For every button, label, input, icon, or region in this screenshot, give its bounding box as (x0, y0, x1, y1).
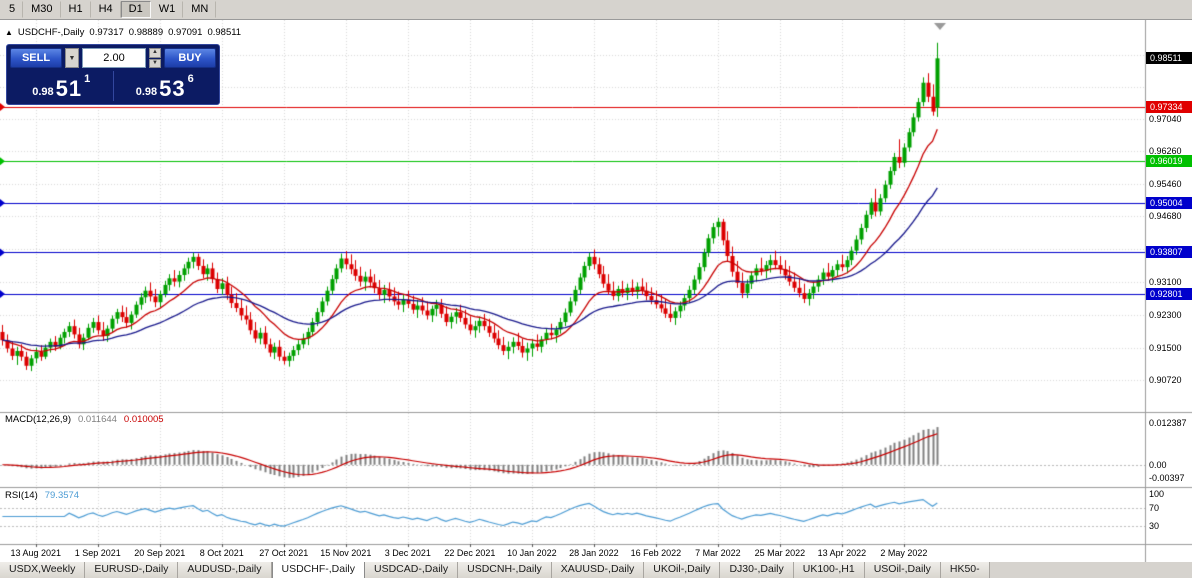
chart-tab[interactable]: USDCHF-,Daily (271, 562, 366, 578)
chart-tab[interactable]: USDX,Weekly (0, 562, 86, 578)
date-label: 28 Jan 2022 (569, 548, 619, 558)
price-axis-label: 0.90720 (1149, 374, 1182, 385)
volume-stepper: ▲ ▼ (149, 48, 161, 68)
timeframe-toolbar: 5 M30 H1 H4 D1 W1 MN (0, 0, 1192, 20)
bid-price[interactable]: 0.98 51 1 (10, 71, 113, 101)
macd-signal-value: 0.010005 (123, 414, 164, 425)
ask-price-point: 6 (187, 73, 194, 85)
rsi-axis-label: 70 (1149, 502, 1160, 513)
period-button-m30[interactable]: M30 (23, 1, 61, 18)
date-label: 27 Oct 2021 (259, 548, 309, 558)
ask-price-pips: 53 (159, 76, 186, 101)
chevron-down-icon: ▼ (68, 54, 76, 62)
bid-price-pips: 51 (55, 76, 83, 101)
price-axis[interactable]: 0.97040 0.96260 0.95460 0.94680 0.93100 0.923… (1146, 20, 1192, 562)
volume-dropdown-button[interactable]: ▼ (65, 48, 79, 68)
ask-price-prefix: 0.98 (135, 86, 158, 98)
date-label: 13 Aug 2021 (10, 548, 62, 558)
date-label: 25 Mar 2022 (754, 548, 806, 558)
volume-decrease-button[interactable]: ▼ (149, 58, 161, 68)
volume-input[interactable] (82, 48, 146, 68)
sell-button[interactable]: SELL (10, 48, 62, 68)
period-button-h1[interactable]: H1 (61, 1, 91, 18)
chart-tab[interactable]: UK100-,H1 (793, 562, 865, 578)
date-label: 10 Jan 2022 (507, 548, 557, 558)
one-click-trading-panel: SELL ▼ ▲ ▼ BUY 0.98 51 1 0.98 53 (6, 44, 220, 105)
date-label: 3 Dec 2021 (384, 548, 431, 558)
chart-tab[interactable]: DJ30-,Daily (720, 562, 794, 578)
one-click-toggle-icon[interactable]: ▲ (5, 28, 13, 37)
price-axis-label: 0.92300 (1149, 309, 1182, 320)
price-axis-label: 0.97040 (1149, 114, 1182, 125)
bid-price-prefix: 0.98 (32, 86, 54, 98)
chart-tab[interactable]: UKOil-,Daily (644, 562, 721, 578)
rsi-axis-label: 30 (1149, 520, 1160, 531)
date-label: 7 Mar 2022 (695, 548, 741, 558)
price-level-badge: 0.97334 (1146, 100, 1192, 113)
volume-increase-button[interactable]: ▲ (149, 48, 161, 58)
date-label: 13 Apr 2022 (817, 548, 867, 558)
chart-tab[interactable]: EURUSD-,Daily (85, 562, 179, 578)
buy-button[interactable]: BUY (164, 48, 216, 68)
date-label: 2 May 2022 (880, 548, 928, 558)
macd-axis-label: 0.012387 (1149, 417, 1187, 428)
macd-indicator-title: MACD(12,26,9) 0.011644 0.010005 (5, 414, 164, 425)
rsi-title-label: RSI(14) (5, 490, 38, 501)
ohlc-low: 0.97091 (168, 27, 203, 38)
price-level-badge: 0.96019 (1146, 155, 1192, 168)
chart-symbol-label: USDCHF-,Daily (17, 27, 85, 38)
price-axis-label: 0.96260 (1149, 146, 1182, 157)
date-label: 22 Dec 2021 (444, 548, 496, 558)
price-level-badge: 0.93807 (1146, 246, 1192, 259)
ohlc-high: 0.98889 (128, 27, 164, 38)
rsi-axis-label: 100 (1149, 489, 1165, 499)
price-divider (112, 71, 114, 101)
chart-ohlc-title: ▲ USDCHF-,Daily 0.97317 0.98889 0.97091 … (5, 27, 241, 38)
date-label: 1 Sep 2021 (74, 548, 121, 558)
price-chart-canvas[interactable] (0, 20, 1192, 562)
chart-tab[interactable]: AUDUSD-,Daily (178, 562, 272, 578)
macd-axis-label: -0.00397 (1149, 473, 1185, 484)
chart-tab[interactable]: USDCNH-,Daily (458, 562, 552, 578)
macd-axis-label: 0.00 (1149, 459, 1167, 470)
macd-title-label: MACD(12,26,9) (5, 414, 71, 425)
date-label: 20 Sep 2021 (134, 548, 186, 558)
period-button-h4[interactable]: H4 (91, 1, 121, 18)
chart-tab[interactable]: XAUUSD-,Daily (551, 562, 645, 578)
bid-price-point: 1 (84, 73, 91, 85)
chart-window: ▲ USDCHF-,Daily 0.97317 0.98889 0.97091 … (0, 20, 1192, 562)
date-label: 16 Feb 2022 (630, 548, 682, 558)
time-axis[interactable]: 13 Aug 2021 1 Sep 2021 20 Sep 2021 8 Oct 20… (0, 546, 1145, 562)
period-button-5[interactable]: 5 (1, 1, 24, 18)
period-button-w1[interactable]: W1 (151, 1, 184, 18)
rsi-value: 79.3574 (44, 490, 80, 501)
rsi-indicator-title: RSI(14) 79.3574 (5, 490, 79, 501)
period-button-mn[interactable]: MN (183, 1, 217, 18)
chart-tab[interactable]: HK50- (940, 562, 990, 578)
ohlc-close: 0.98511 (207, 27, 242, 38)
date-label: 8 Oct 2021 (199, 548, 244, 558)
price-axis-label: 0.93100 (1149, 276, 1182, 287)
macd-main-value: 0.011644 (78, 414, 117, 425)
price-axis-label: 0.91500 (1149, 342, 1182, 353)
chart-tab[interactable]: USOil-,Daily (864, 562, 941, 578)
chart-tabs-bar: USDX,Weekly EURUSD-,Daily AUDUSD-,Daily USD… (0, 562, 1192, 578)
period-button-d1[interactable]: D1 (120, 1, 151, 18)
price-axis-label: 0.95460 (1149, 179, 1182, 190)
price-axis-label: 0.94680 (1149, 211, 1182, 222)
ohlc-open: 0.97317 (89, 27, 124, 38)
date-label: 15 Nov 2021 (320, 548, 372, 558)
price-level-badge: 0.92801 (1146, 287, 1192, 300)
current-price-badge: 0.98511 (1146, 52, 1192, 65)
chart-tab[interactable]: USDCAD-,Daily (365, 562, 459, 578)
price-level-badge: 0.95004 (1146, 197, 1192, 210)
ask-price[interactable]: 0.98 53 6 (114, 71, 217, 101)
